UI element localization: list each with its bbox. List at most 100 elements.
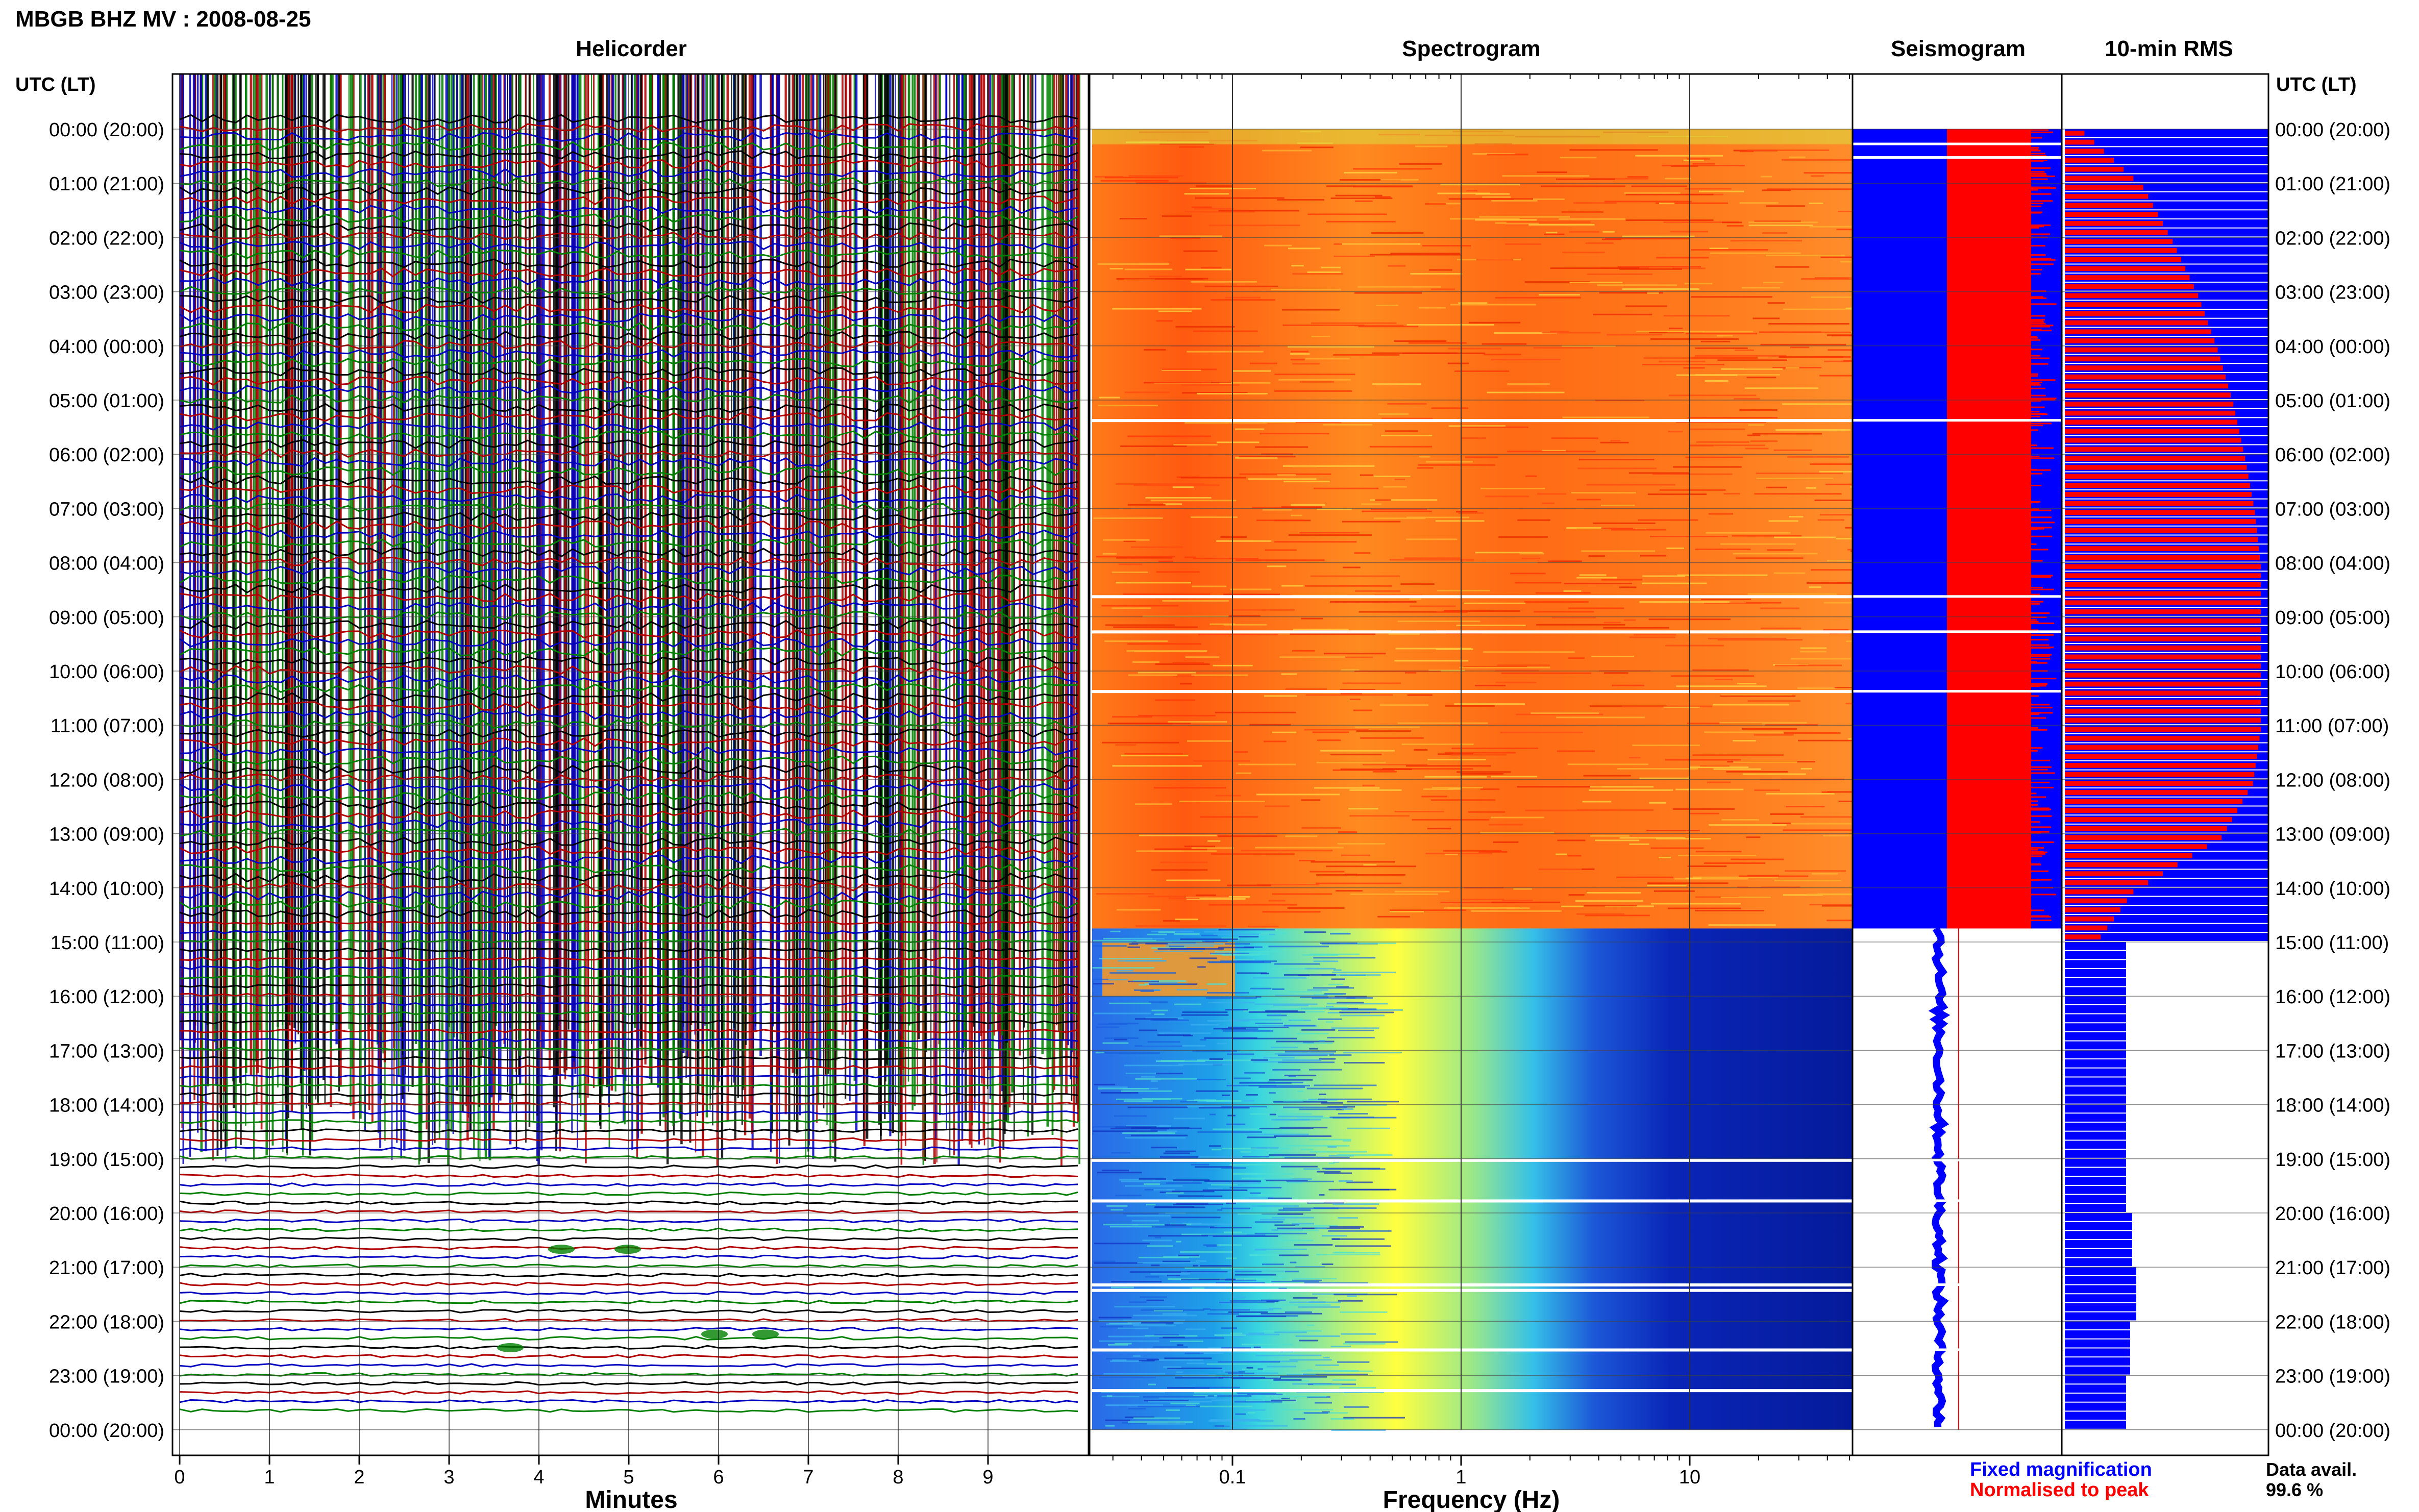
spectrogram-texture [1762, 189, 1791, 191]
spectrogram-texture [1786, 806, 1825, 808]
spectrogram-texture [1810, 463, 1856, 465]
spectrogram-texture [1517, 786, 1602, 788]
spectrogram-texture [1106, 1323, 1166, 1325]
spectrogram-texture [1761, 627, 1801, 629]
spectrogram-texture [1770, 813, 1804, 815]
spectrogram-texture [1791, 823, 1857, 825]
spectrogram-texture [1270, 1047, 1298, 1049]
seismogram-spike [2029, 747, 2043, 749]
spectrogram-texture [1255, 996, 1262, 998]
spectrogram-texture [1752, 433, 1822, 435]
seismogram-spike [2029, 501, 2040, 503]
spectrogram-texture [1659, 360, 1706, 362]
spectrogram-texture [1311, 335, 1331, 337]
spectrogram-texture [1243, 1010, 1262, 1012]
spectrogram-texture [1785, 367, 1799, 369]
spectrogram-texture [1255, 847, 1344, 849]
spectrogram-texture [1336, 890, 1363, 892]
time-label-left: 09:00 (05:00) [49, 607, 164, 629]
spectrogram-texture [1510, 573, 1546, 575]
rms-normalised-bar [2065, 844, 2207, 849]
spectrogram-texture [1371, 508, 1427, 510]
time-label-right: 18:00 (14:00) [2275, 1095, 2390, 1117]
spectrogram-texture [1151, 1080, 1158, 1082]
seismogram-spike [2029, 320, 2043, 322]
data-gap-line [1092, 1199, 1853, 1203]
spectrogram-texture [1103, 539, 1150, 541]
spectrogram-texture [1327, 1146, 1337, 1148]
spectrogram-texture [1238, 1333, 1280, 1335]
spectrogram-texture [1748, 225, 1813, 227]
spectrogram-texture [1285, 1311, 1312, 1313]
spectrogram-texture [1248, 926, 1278, 928]
spectrogram-texture [1322, 1235, 1347, 1237]
spectrogram-texture [1340, 769, 1412, 771]
spectrogram-texture [1166, 1409, 1180, 1411]
spectrogram-texture [1133, 1315, 1197, 1317]
spectrogram-texture [1390, 253, 1461, 255]
spectrogram-texture [1556, 178, 1615, 180]
spectrogram-texture [1093, 1260, 1116, 1262]
spectrogram-texture [1305, 694, 1393, 696]
spectrogram-texture [1158, 560, 1173, 562]
spectrogram-texture [1779, 356, 1843, 358]
spectrogram-texture [1340, 179, 1401, 181]
helicorder-event [614, 1245, 641, 1254]
rms-fixed-bar [2065, 138, 2269, 146]
spectrogram-texture [1581, 550, 1656, 552]
seismogram-spike [2029, 634, 2054, 636]
spectrogram-texture [1126, 1214, 1171, 1217]
spectrogram-texture [1309, 1069, 1342, 1071]
spectrogram-texture [1329, 1226, 1364, 1228]
spectrogram-texture [1552, 616, 1596, 618]
spectrogram-texture [1237, 972, 1267, 974]
spectrogram-texture [1294, 1244, 1333, 1246]
seismogram-spike [2029, 870, 2048, 872]
spectrogram-texture [1134, 1018, 1178, 1020]
spectrogram-texture [1291, 265, 1304, 267]
spectrogram-texture [1659, 856, 1671, 858]
spectrogram-texture [1347, 1101, 1399, 1103]
spectrogram-texture [1306, 1324, 1315, 1326]
spectrogram-texture [1100, 1052, 1160, 1054]
spectrogram-texture [1208, 904, 1297, 906]
spectrogram-texture [1340, 692, 1362, 695]
seismogram-spike [2029, 759, 2050, 761]
spectrogram-texture [1211, 1184, 1238, 1186]
spectrogram-texture [1112, 308, 1202, 310]
spectrogram-texture [1155, 663, 1210, 665]
spectrogram-texture [1409, 598, 1421, 600]
spectrogram-texture [1134, 651, 1207, 653]
spectrogram-texture [1174, 1118, 1205, 1120]
spectrogram-texture [1300, 1370, 1359, 1372]
spectrogram-texture [1195, 1166, 1233, 1168]
spectrogram-texture [1293, 1418, 1305, 1420]
spectrogram-texture [1221, 937, 1240, 939]
spectrogram-texture [1201, 1234, 1266, 1236]
time-label-left: 07:00 (03:00) [49, 499, 164, 520]
spectrogram-texture [1478, 851, 1508, 853]
seismogram-spike [2029, 349, 2043, 351]
seismogram-spike [2029, 226, 2044, 228]
spectrogram-texture [1569, 282, 1623, 284]
rms-normalised-bar [2065, 402, 2234, 407]
spectrogram-texture [1692, 163, 1715, 165]
spectrogram-texture [1232, 1037, 1297, 1039]
spectrogram-texture [1326, 220, 1396, 222]
spectrogram-texture [1182, 1375, 1215, 1377]
spectrogram-texture [1210, 623, 1236, 625]
spectrogram-texture [1115, 744, 1137, 746]
rms-normalised-bar [2065, 862, 2178, 867]
spectrogram-texture [1217, 1244, 1242, 1246]
spectrogram-texture [1665, 645, 1724, 647]
spectrogram-texture [1624, 192, 1681, 194]
rms-fixed-bar [2065, 1348, 2130, 1357]
spectrogram-texture [1648, 332, 1684, 334]
rms-fixed-bar [2065, 1285, 2136, 1294]
spectrogram-texture [1111, 1281, 1162, 1283]
spectrogram-texture [1534, 611, 1594, 613]
helicorder-heading: Helicorder [576, 36, 687, 61]
spectrogram-texture [1254, 1221, 1283, 1223]
seismogram-normalised-loud [1947, 129, 2031, 929]
spectrogram-texture [1098, 405, 1158, 407]
